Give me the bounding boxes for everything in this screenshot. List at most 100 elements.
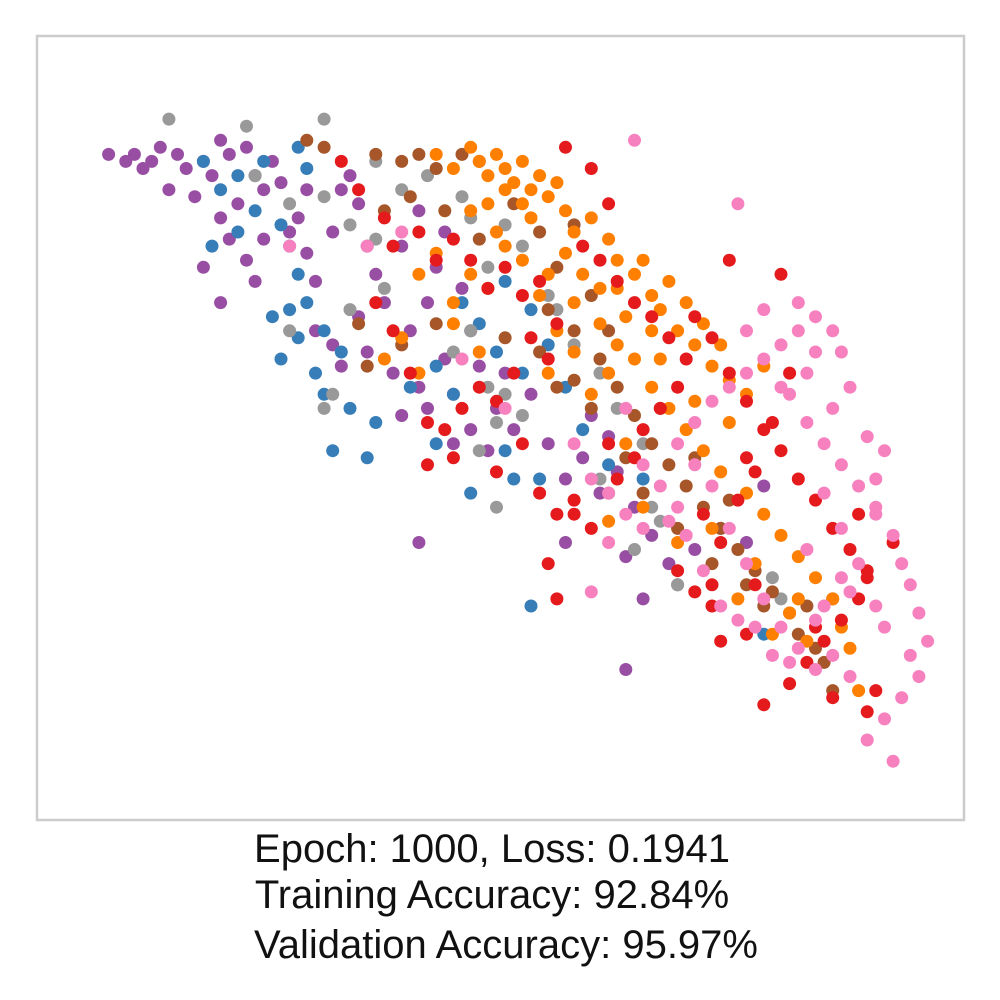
scatter-point-orange-45 bbox=[446, 296, 460, 310]
scatter-point-pink-13 bbox=[722, 380, 736, 394]
scatter-point-orange-57 bbox=[628, 352, 641, 366]
scatter-point-brown-8 bbox=[403, 190, 417, 204]
scatter-point-blue-16 bbox=[343, 401, 357, 415]
scatter-point-orange-32 bbox=[696, 317, 710, 331]
scatter-point-pink-62 bbox=[869, 599, 883, 613]
scatter-point-orange-14 bbox=[498, 183, 512, 197]
scatter-point-pink-43 bbox=[740, 557, 753, 571]
scatter-point-red-31 bbox=[584, 521, 598, 535]
scatter-point-pink-68 bbox=[860, 430, 874, 444]
scatter-point-brown-3 bbox=[395, 154, 409, 168]
scatter-point-purple-71 bbox=[688, 543, 702, 556]
scatter-point-red-0 bbox=[334, 154, 348, 168]
scatter-point-orange-75 bbox=[705, 521, 719, 535]
scatter-point-purple-82 bbox=[162, 183, 176, 197]
scatter-point-red-37 bbox=[671, 380, 685, 394]
scatter-point-red-70 bbox=[696, 507, 710, 521]
scatter-point-orange-63 bbox=[740, 486, 753, 500]
scatter-point-pink-36 bbox=[886, 754, 900, 768]
scatter-point-pink-70 bbox=[826, 401, 840, 415]
scatter-point-pink-34 bbox=[878, 712, 891, 726]
scatter-point-orange-33 bbox=[679, 296, 693, 310]
scatter-point-brown-48 bbox=[352, 317, 366, 331]
scatter-point-red-49 bbox=[705, 331, 719, 345]
scatter-point-orange-37 bbox=[593, 281, 607, 295]
scatter-point-pink-16 bbox=[774, 338, 788, 352]
scatter-point-orange-52 bbox=[472, 345, 486, 359]
scatter-point-orange-0 bbox=[429, 147, 443, 161]
scatter-point-blue-9 bbox=[300, 296, 314, 310]
scatter-point-red-78 bbox=[550, 592, 564, 606]
scatter-point-red-23 bbox=[369, 296, 383, 310]
scatter-point-brown-45 bbox=[498, 331, 512, 345]
scatter-point-pink-47 bbox=[671, 500, 685, 514]
scatter-point-red-48 bbox=[688, 310, 702, 324]
scatter-point-red-64 bbox=[757, 698, 771, 712]
scatter-point-brown-35 bbox=[636, 486, 650, 500]
scatter-point-orange-79 bbox=[731, 592, 745, 606]
scatter-point-red-20 bbox=[421, 416, 434, 429]
scatter-point-orange-6 bbox=[498, 162, 512, 175]
scatter-point-blue-6 bbox=[291, 267, 305, 281]
scatter-point-red-17 bbox=[472, 380, 486, 394]
scatter-point-pink-24 bbox=[834, 458, 848, 472]
scatter-point-red-12 bbox=[550, 317, 564, 331]
scatter-point-pink-4 bbox=[395, 225, 409, 239]
scatter-point-blue-34 bbox=[360, 451, 374, 465]
scatter-point-orange-7 bbox=[507, 176, 521, 190]
scatter-point-blue-0 bbox=[196, 154, 210, 168]
scatter-point-brown-16 bbox=[567, 324, 581, 338]
scatter-point-brown-19 bbox=[628, 409, 641, 422]
scatter-point-pink-66 bbox=[834, 521, 848, 535]
scatter-point-pink-54 bbox=[696, 564, 710, 578]
scatter-point-red-85 bbox=[722, 253, 736, 267]
scatter-point-brown-6 bbox=[455, 147, 469, 161]
scatter-point-blue-23 bbox=[524, 303, 538, 317]
scatter-point-orange-77 bbox=[636, 500, 650, 514]
scatter-point-orange-3 bbox=[472, 154, 486, 168]
scatter-point-red-45 bbox=[602, 197, 616, 211]
scatter-point-orange-17 bbox=[490, 225, 503, 239]
scatter-point-orange-35 bbox=[636, 253, 650, 267]
scatter-point-red-15 bbox=[507, 366, 521, 380]
scatter-point-red-63 bbox=[783, 677, 797, 691]
scatter-point-blue-41 bbox=[291, 140, 305, 154]
scatter-point-red-3 bbox=[386, 239, 400, 253]
scatter-point-purple-23 bbox=[291, 211, 305, 225]
scatter-point-purple-34 bbox=[326, 338, 340, 352]
scatter-point-brown-22 bbox=[679, 479, 693, 493]
scatter-point-purple-29 bbox=[352, 197, 366, 211]
scatter-point-purple-50 bbox=[421, 401, 434, 415]
scatter-point-blue-11 bbox=[274, 352, 288, 366]
scatter-point-pink-3 bbox=[360, 239, 374, 253]
scatter-point-gray-28 bbox=[490, 500, 503, 514]
scatter-point-red-39 bbox=[662, 331, 676, 345]
scatter-point-purple-55 bbox=[446, 437, 460, 451]
scatter-point-red-57 bbox=[843, 543, 857, 556]
scatter-point-orange-78 bbox=[602, 514, 616, 528]
scatter-point-orange-66 bbox=[791, 550, 805, 564]
scatter-point-brown-31 bbox=[817, 655, 831, 669]
scatter-point-red-90 bbox=[748, 578, 762, 592]
scatter-point-orange-90 bbox=[688, 394, 702, 408]
scatter-point-gray-15 bbox=[421, 169, 434, 183]
scatter-point-orange-65 bbox=[774, 528, 788, 542]
scatter-point-purple-77 bbox=[619, 663, 633, 676]
scatter-point-red-79 bbox=[567, 507, 581, 521]
scatter-point-pink-67 bbox=[817, 486, 831, 500]
scatter-point-red-60 bbox=[834, 613, 848, 627]
scatter-point-orange-82 bbox=[584, 387, 598, 401]
scatter-point-blue-7 bbox=[283, 303, 297, 317]
scatter-points bbox=[102, 112, 935, 768]
scatter-point-orange-24 bbox=[628, 267, 641, 281]
scatter-point-gray-25 bbox=[515, 409, 529, 422]
scatter-point-purple-74 bbox=[636, 592, 650, 606]
scatter-point-pink-75 bbox=[740, 324, 753, 338]
scatter-point-brown-4 bbox=[412, 147, 426, 161]
scatter-point-gray-16 bbox=[455, 190, 469, 204]
scatter-point-purple-4 bbox=[171, 147, 184, 161]
scatter-point-red-9 bbox=[498, 260, 512, 274]
scatter-point-pink-72 bbox=[791, 296, 805, 310]
scatter-point-pink-63 bbox=[878, 620, 891, 634]
scatter-point-gray-37 bbox=[628, 543, 641, 556]
